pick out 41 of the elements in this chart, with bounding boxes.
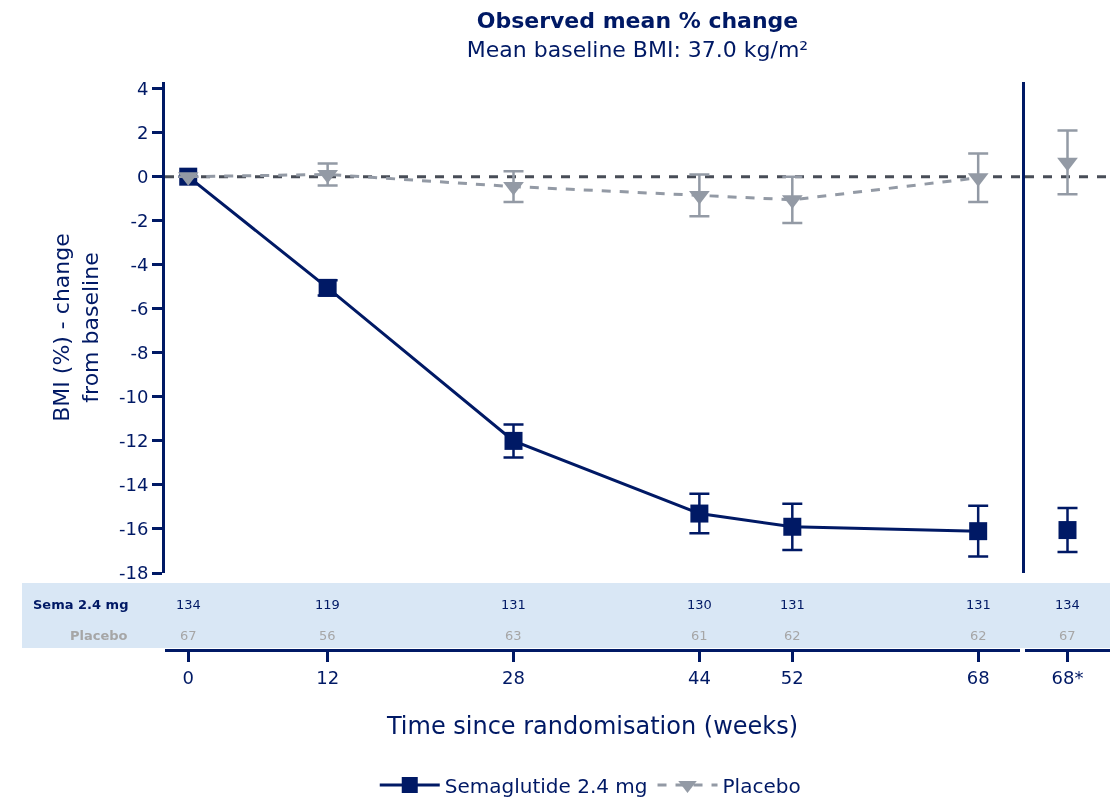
x-axis-title: Time since randomisation (weeks) <box>385 711 799 740</box>
text: Placebo <box>70 628 128 643</box>
y-tick-label: 2 <box>136 121 149 143</box>
text: 56 <box>319 628 336 643</box>
y-tick-label: -2 <box>130 210 149 232</box>
y-tick-label: -4 <box>130 254 149 276</box>
text: 131 <box>780 597 805 612</box>
y-tick-label: -8 <box>130 342 149 364</box>
y-tick-label: 4 <box>136 77 149 99</box>
x-tick-label: 28 <box>502 666 525 688</box>
text: 119 <box>315 597 340 612</box>
y-tick-label: -16 <box>118 518 149 540</box>
y-tick-label: -14 <box>118 474 149 496</box>
y-tick-label: -12 <box>118 430 149 452</box>
x-tick-label: 52 <box>780 666 804 688</box>
legend-label: Semaglutide 2.4 mg <box>444 773 648 798</box>
x-tick-label: 44 <box>687 666 711 688</box>
text: 131 <box>966 597 991 612</box>
text: 131 <box>501 597 526 612</box>
chart-subtitle: Mean baseline BMI: 37.0 kg/m² <box>466 36 809 62</box>
text: 67 <box>180 628 197 643</box>
text: 61 <box>691 628 708 643</box>
y-tick-label: -10 <box>118 386 149 408</box>
y-axis-title: BMI (%) - change from baseline <box>49 233 103 422</box>
text: 63 <box>505 628 522 643</box>
text: 134 <box>176 597 201 612</box>
x-tick-label: 0 <box>182 666 194 688</box>
text: 62 <box>784 628 801 643</box>
x-tick-label: 68 <box>966 666 990 688</box>
y-tick-label: 0 <box>136 165 149 187</box>
text: 130 <box>687 597 712 612</box>
text: Sema 2.4 mg <box>33 597 129 612</box>
y-tick-label: -6 <box>130 298 149 320</box>
chart-title: Observed mean % change <box>476 8 799 34</box>
x-tick-label: 68* <box>1051 666 1084 688</box>
text: 62 <box>970 628 987 643</box>
y-tick-label: -18 <box>118 562 149 584</box>
text: 134 <box>1055 597 1080 612</box>
legend-label: Placebo <box>722 773 801 798</box>
x-tick-label: 12 <box>316 666 340 688</box>
text: 67 <box>1059 628 1076 643</box>
